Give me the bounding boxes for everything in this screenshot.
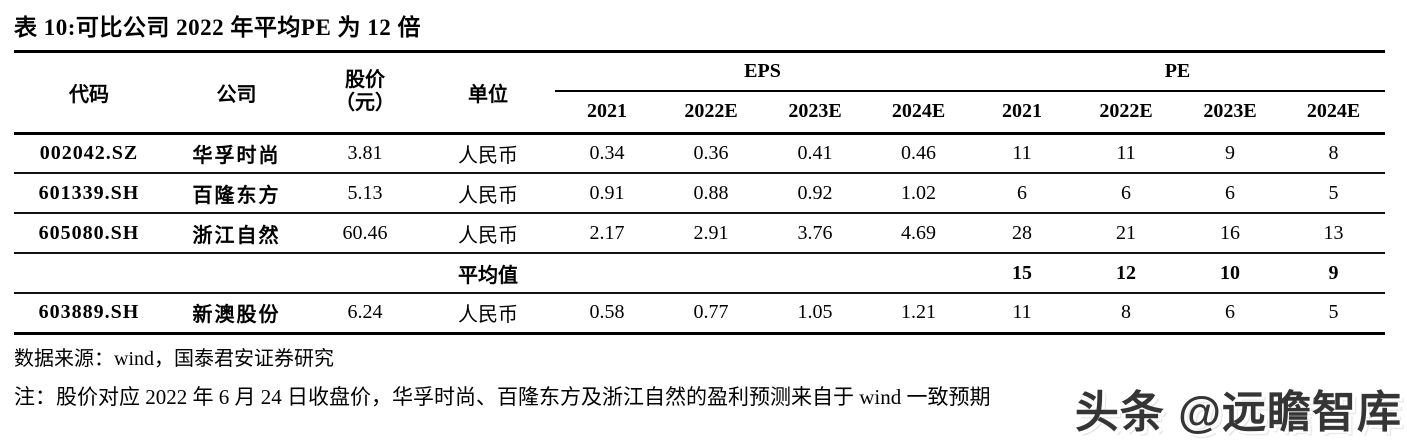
table-row-average: 平均值 15 12 10 9 xyxy=(14,253,1385,293)
pe-avg-cell: 9 xyxy=(1328,261,1339,284)
watermark-toutiao-yuanzhan: 头条 @远瞻智库 xyxy=(1074,388,1402,437)
header-company: 公司 xyxy=(216,83,257,106)
table-row-xinao: 603889.SH 新澳股份 6.24 人民币 0.58 0.77 1.05 1… xyxy=(14,293,1385,333)
eps-cell: 1.02 xyxy=(901,181,936,204)
pe-cell: 11 xyxy=(1012,301,1032,324)
table-title-bar: 表 10:可比公司 2022 年平均PE 为 12 倍 xyxy=(14,8,1385,53)
company-cell xyxy=(164,253,309,293)
pe-cell: 11 xyxy=(1012,141,1032,164)
pe-cell: 8 xyxy=(1121,301,1131,324)
price-date-note: 注：股价对应 2022 年 6 月 24 日收盘价，华孚时尚、百隆东方及浙江自然… xyxy=(14,384,991,409)
header-pe-year: 2022E xyxy=(1099,100,1153,123)
company-cell: 华孚时尚 xyxy=(192,144,281,167)
price-cell: 60.46 xyxy=(342,221,388,244)
code-cell: 605080.SH xyxy=(38,221,140,244)
pe-cell: 9 xyxy=(1225,141,1235,164)
company-cell: 新澳股份 xyxy=(192,304,281,327)
company-cell: 百隆东方 xyxy=(192,184,281,207)
unit-cell: 人民币 xyxy=(458,304,518,327)
price-cell: 6.24 xyxy=(347,301,383,324)
header-eps-year: 2021 xyxy=(587,100,627,123)
eps-cell: 4.69 xyxy=(901,221,936,244)
eps-cell: 1.21 xyxy=(901,301,936,324)
header-pe-year: 2023E xyxy=(1203,100,1257,123)
eps-cell: 0.46 xyxy=(901,141,936,164)
table-row-zhejiang: 605080.SH 浙江自然 60.46 人民币 2.17 2.91 3.76 … xyxy=(14,213,1385,253)
header-eps-year: 2024E xyxy=(891,100,946,123)
pe-cell: 6 xyxy=(1121,181,1131,204)
header-eps-group: EPS xyxy=(555,53,970,92)
eps-cell: 0.58 xyxy=(589,301,625,324)
pe-cell: 6 xyxy=(1225,181,1235,204)
pe-avg-cell: 15 xyxy=(1012,261,1032,284)
header-pe-year: 2024E xyxy=(1306,100,1361,123)
pe-cell: 16 xyxy=(1220,221,1240,244)
price-cell xyxy=(309,253,421,293)
unit-cell: 人民币 xyxy=(458,144,518,167)
eps-cell: 1.05 xyxy=(797,301,833,324)
eps-cell: 0.41 xyxy=(797,141,833,164)
table-title: 表 10:可比公司 2022 年平均PE 为 12 倍 xyxy=(14,15,422,40)
pe-avg-cell: 10 xyxy=(1220,261,1240,284)
header-pe-year: 2021 xyxy=(1002,100,1042,123)
pe-cell: 6 xyxy=(1017,181,1027,204)
code-cell xyxy=(14,253,164,293)
eps-cell xyxy=(867,253,970,293)
header-price-line2: （元） xyxy=(335,92,395,115)
data-source-note: 数据来源：wind，国泰君安证券研究 xyxy=(14,347,334,370)
header-code: 代码 xyxy=(69,83,109,106)
comparable-companies-table: 代码 公司 股价 （元） 单位 EPS PE 2021 2022E 2023E … xyxy=(14,53,1385,335)
eps-cell: 0.92 xyxy=(797,181,833,204)
eps-cell: 0.34 xyxy=(589,141,625,164)
pe-cell: 11 xyxy=(1116,141,1136,164)
eps-cell xyxy=(763,253,867,293)
eps-cell: 0.77 xyxy=(693,301,729,324)
pe-avg-cell: 12 xyxy=(1116,261,1136,284)
table-row-bailong: 601339.SH 百隆东方 5.13 人民币 0.91 0.88 0.92 1… xyxy=(14,173,1385,213)
pe-cell: 28 xyxy=(1012,221,1032,244)
eps-cell xyxy=(659,253,763,293)
code-cell: 603889.SH xyxy=(38,301,140,324)
pe-cell: 8 xyxy=(1328,141,1339,164)
eps-cell: 2.91 xyxy=(693,221,729,244)
header-unit: 单位 xyxy=(468,83,508,106)
eps-cell: 2.17 xyxy=(589,221,625,244)
unit-cell: 人民币 xyxy=(458,224,518,247)
unit-cell: 人民币 xyxy=(458,184,518,207)
header-eps-year: 2023E xyxy=(788,100,842,123)
code-cell: 002042.SZ xyxy=(39,141,139,164)
eps-cell xyxy=(555,253,659,293)
eps-cell: 0.88 xyxy=(693,181,729,204)
header-pe-group: PE xyxy=(970,53,1385,92)
pe-cell: 21 xyxy=(1116,221,1136,244)
pe-cell: 6 xyxy=(1225,301,1235,324)
pe-cell: 5 xyxy=(1328,181,1339,204)
header-eps-year: 2022E xyxy=(684,100,738,123)
price-cell: 5.13 xyxy=(347,181,383,204)
pe-cell: 5 xyxy=(1328,301,1339,324)
price-cell: 3.81 xyxy=(347,141,383,164)
table-row-huafu: 002042.SZ 华孚时尚 3.81 人民币 0.34 0.36 0.41 0… xyxy=(14,133,1385,173)
header-price-line1: 股价 xyxy=(345,69,385,92)
code-cell: 601339.SH xyxy=(38,181,140,204)
header-price: 股价 （元） xyxy=(309,53,421,133)
eps-cell: 0.91 xyxy=(589,181,625,204)
eps-cell: 0.36 xyxy=(693,141,729,164)
eps-cell: 3.76 xyxy=(797,221,833,244)
pe-cell: 13 xyxy=(1323,221,1344,244)
company-cell: 浙江自然 xyxy=(192,224,281,247)
average-label: 平均值 xyxy=(458,264,518,287)
